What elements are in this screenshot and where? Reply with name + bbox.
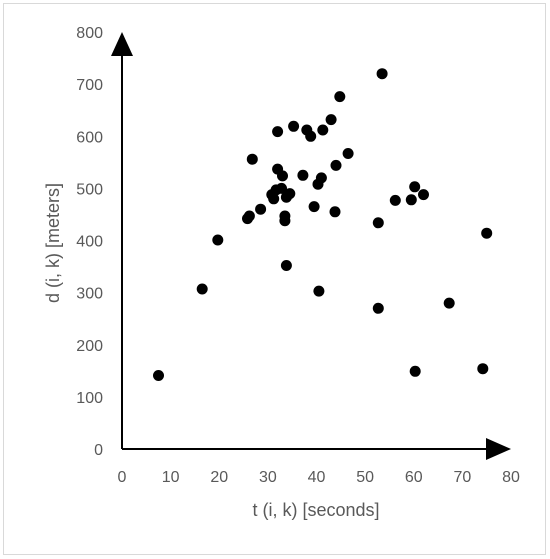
y-tick-label: 0 bbox=[94, 442, 103, 459]
chart-frame bbox=[3, 3, 546, 555]
y-axis-tick-labels: 0 100 200 300 400 500 600 700 800 bbox=[76, 25, 103, 459]
y-tick-label: 600 bbox=[76, 129, 103, 146]
x-tick-label: 0 bbox=[118, 469, 127, 486]
data-point bbox=[308, 201, 320, 213]
data-point bbox=[405, 194, 417, 206]
data-point bbox=[277, 170, 288, 182]
data-point bbox=[334, 91, 346, 103]
x-axis-tick-labels: 0 10 20 30 40 50 60 70 80 bbox=[118, 469, 520, 486]
data-point bbox=[477, 363, 489, 375]
x-tick-label: 50 bbox=[356, 469, 374, 486]
x-tick-label: 80 bbox=[502, 469, 520, 486]
x-tick-label: 10 bbox=[162, 469, 180, 486]
data-point bbox=[243, 210, 255, 222]
data-point bbox=[317, 124, 329, 136]
y-tick-label: 100 bbox=[76, 390, 103, 407]
data-point bbox=[389, 194, 401, 206]
y-tick-label: 500 bbox=[76, 181, 103, 198]
data-point bbox=[272, 126, 284, 138]
data-point bbox=[409, 365, 421, 377]
y-tick-label: 200 bbox=[76, 338, 103, 355]
x-tick-label: 20 bbox=[210, 469, 228, 486]
data-point bbox=[284, 188, 296, 200]
y-axis-title: d (i, k) [meters] bbox=[43, 183, 63, 303]
data-point bbox=[325, 114, 337, 126]
x-axis-title: t (i, k) [seconds] bbox=[252, 500, 379, 520]
data-point bbox=[409, 181, 421, 193]
data-point bbox=[372, 217, 384, 229]
data-point bbox=[212, 234, 224, 246]
data-point bbox=[153, 370, 164, 381]
data-point bbox=[279, 210, 291, 222]
x-tick-label: 30 bbox=[259, 469, 277, 486]
data-point bbox=[315, 172, 327, 184]
data-point bbox=[376, 68, 388, 80]
data-point bbox=[288, 120, 300, 132]
data-point bbox=[246, 153, 258, 165]
y-tick-label: 400 bbox=[76, 234, 103, 251]
data-point bbox=[330, 159, 342, 171]
y-tick-label: 700 bbox=[76, 77, 103, 94]
data-point bbox=[280, 260, 292, 271]
data-point bbox=[276, 182, 287, 194]
y-axis-arrowhead bbox=[111, 32, 133, 56]
data-point bbox=[268, 193, 280, 205]
data-point bbox=[372, 302, 384, 314]
x-tick-label: 40 bbox=[308, 469, 326, 486]
x-tick-label: 60 bbox=[405, 469, 423, 486]
data-point bbox=[443, 297, 455, 309]
data-point bbox=[481, 227, 493, 239]
data-point bbox=[305, 130, 317, 142]
data-point bbox=[313, 285, 325, 297]
data-point bbox=[255, 203, 267, 215]
data-point bbox=[196, 283, 208, 295]
data-points bbox=[153, 68, 493, 381]
y-tick-label: 800 bbox=[76, 25, 103, 42]
x-tick-label: 70 bbox=[453, 469, 471, 486]
data-point bbox=[297, 169, 309, 181]
data-point bbox=[418, 189, 429, 201]
x-axis-arrowhead bbox=[486, 438, 511, 460]
data-point bbox=[329, 206, 341, 218]
y-tick-label: 300 bbox=[76, 286, 103, 303]
data-point bbox=[342, 148, 354, 159]
